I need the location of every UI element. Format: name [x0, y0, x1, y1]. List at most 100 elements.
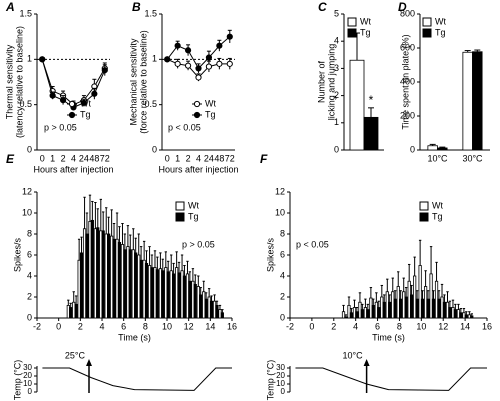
temp-trace [42, 367, 232, 391]
y-axis-label: Temp (°C) [265, 360, 275, 401]
bar [188, 280, 192, 319]
bar [161, 270, 165, 319]
arrow-head [86, 359, 92, 366]
y-tick-label: 6 [27, 249, 32, 259]
x-axis-label: Time (s) [372, 332, 405, 342]
point [174, 60, 181, 67]
bar [199, 294, 203, 319]
y-tick-label: 4 [27, 270, 32, 280]
x-tick-label: -2 [33, 321, 41, 331]
point [59, 97, 67, 104]
y-axis-label: Thermal sensitivity [4, 44, 14, 119]
bar [464, 314, 468, 319]
bar [85, 233, 89, 319]
x-tick-label: 4 [99, 321, 104, 331]
y-tick-label: 10 [22, 207, 32, 217]
y-tick-label: 20 [276, 371, 285, 380]
panel-letter: C [318, 0, 327, 14]
point [216, 42, 223, 49]
legend-marker [422, 28, 432, 38]
bar [107, 233, 111, 319]
annotation: p > 0.05 [44, 122, 77, 132]
annotation: 25°C [65, 350, 86, 360]
x-tick-label: 0 [40, 153, 45, 163]
x-tick-label: 30°C [462, 153, 483, 163]
point [195, 74, 202, 81]
bar [79, 252, 84, 319]
annotation: p > 0.05 [182, 239, 215, 249]
y-tick-label: 0 [281, 387, 286, 396]
bar [155, 269, 159, 319]
bar [437, 298, 441, 319]
legend-label: Tg [205, 109, 216, 119]
bar [363, 116, 379, 151]
bar [177, 272, 181, 319]
bar [220, 312, 224, 319]
y-tick-label: 12 [275, 186, 285, 196]
point [91, 90, 98, 97]
bar [96, 227, 100, 319]
x-tick-label: 12 [438, 321, 448, 331]
bar [166, 271, 170, 319]
bar [347, 304, 351, 319]
x-tick-label: 6 [121, 321, 126, 331]
y-tick-label: 0 [28, 387, 33, 396]
bar [404, 296, 408, 319]
y-tick-label: 600 [400, 42, 415, 52]
bar [427, 145, 438, 151]
legend-label: Tg [360, 27, 371, 37]
y-tick-label: 12 [22, 186, 32, 196]
x-tick-label: -2 [286, 321, 294, 331]
legend-label: Wt [188, 200, 199, 210]
panel-letter: D [398, 0, 407, 14]
y-tick-label: 0 [27, 312, 32, 322]
legend-label: Wt [360, 16, 371, 26]
x-tick-label: 14 [460, 321, 470, 331]
x-tick-label: 0 [56, 321, 61, 331]
y-tick-label: 800 [400, 8, 415, 18]
x-tick-label: 16 [482, 321, 492, 331]
bar [371, 304, 375, 319]
x-tick-label: 0 [165, 153, 170, 163]
bar [399, 298, 403, 319]
point [226, 33, 233, 40]
bar [215, 304, 219, 319]
point [184, 62, 192, 69]
y-axis-label: Temp (°C) [12, 360, 22, 401]
point [174, 42, 181, 49]
point [80, 99, 88, 106]
point [205, 54, 213, 61]
series-line [41, 59, 106, 108]
y-tick-label: 400 [400, 76, 415, 86]
x-tick-label: 14 [205, 321, 215, 331]
point [205, 63, 213, 70]
y-tick-label: 1.5 [144, 8, 157, 18]
x-tick-label: 4 [353, 321, 358, 331]
point [49, 92, 56, 99]
y-tick-label: 3 [334, 63, 339, 73]
x-tick-label: 10 [416, 321, 426, 331]
bar [431, 298, 436, 319]
y-axis-label: licking and jumping [326, 44, 336, 121]
x-tick-label: 1 [50, 153, 55, 163]
x-tick-label: 0 [309, 321, 314, 331]
y-tick-label: 10 [275, 207, 285, 217]
y-axis-label: Time spent on plate (%) [400, 34, 410, 129]
x-tick-label: 2 [186, 153, 191, 163]
legend-marker [193, 111, 201, 119]
bar [204, 298, 208, 319]
y-tick-label: 2 [280, 291, 285, 301]
bar [453, 309, 457, 319]
bar [193, 283, 197, 319]
bar [139, 259, 143, 319]
bar [413, 275, 417, 319]
bar [470, 315, 474, 319]
legend-label: Wt [205, 98, 216, 108]
point [216, 60, 223, 67]
legend-marker [175, 201, 185, 211]
bar [426, 298, 430, 319]
bar [172, 273, 176, 319]
y-tick-label: 8 [27, 228, 32, 238]
x-axis-label: Time (s) [118, 332, 151, 342]
annotation: 10°C [343, 350, 364, 360]
